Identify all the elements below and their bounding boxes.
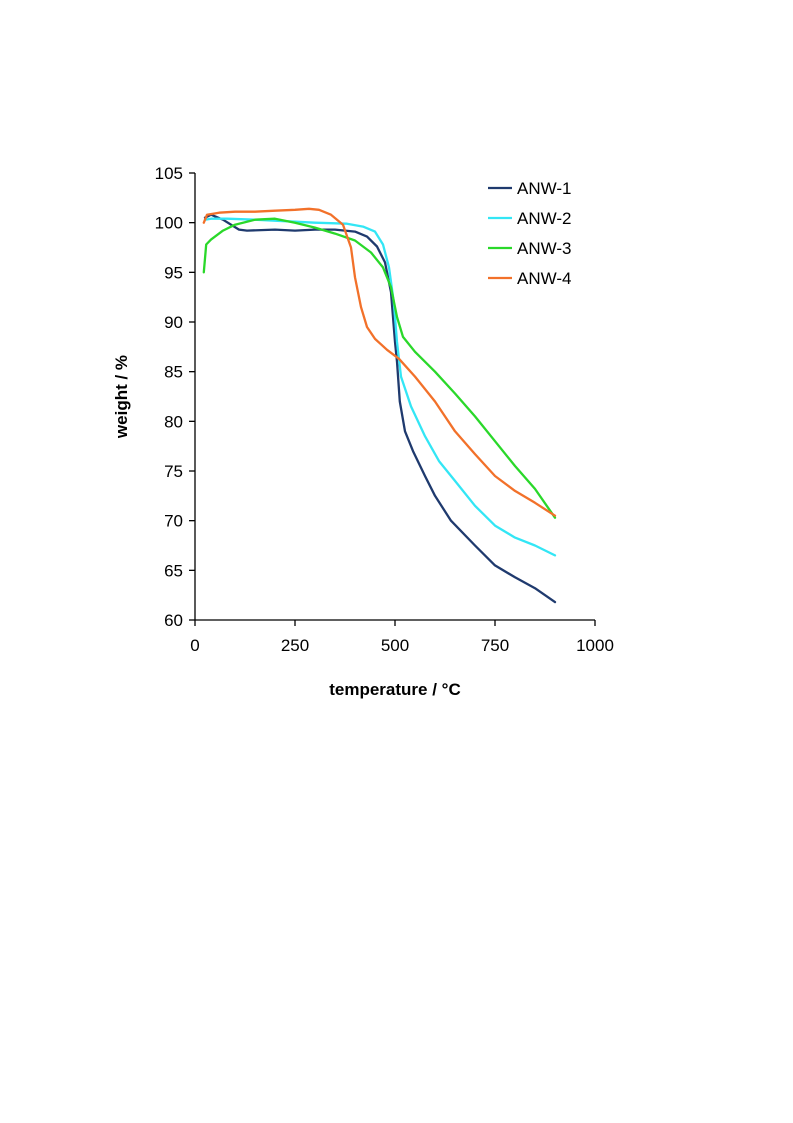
plot-area: 60 65 70 75 80 85 90 95 100 105 0 250 500 750 1000 [155,164,614,655]
x-axis-title: temperature / °C [329,680,461,699]
series-line-anw-4 [202,207,557,517]
y-tick-label: 90 [164,313,183,332]
y-tick-label: 70 [164,512,183,531]
y-axis-title: weight / % [112,355,131,439]
series-line-anw-1 [203,213,557,604]
y-tick-label: 85 [164,363,183,382]
series-line-anw-2 [203,217,557,557]
x-tick-label: 750 [481,636,509,655]
y-tick-label: 60 [164,611,183,630]
y-tick-label: 65 [164,561,183,580]
y-tick-label: 105 [155,164,183,183]
x-tick-label: 500 [381,636,409,655]
x-ticks: 0 250 500 750 1000 [190,620,614,655]
legend-label: ANW-2 [517,209,571,228]
y-tick-label: 80 [164,412,183,431]
series-group [202,207,557,604]
legend-label: ANW-4 [517,269,571,288]
series-line-anw-3 [202,217,557,519]
legend-label: ANW-1 [517,179,571,198]
legend-label: ANW-3 [517,239,571,258]
y-ticks: 60 65 70 75 80 85 90 95 100 105 [155,164,195,630]
x-tick-label: 250 [281,636,309,655]
y-tick-label: 100 [155,214,183,233]
y-tick-label: 75 [164,462,183,481]
x-tick-label: 1000 [576,636,614,655]
x-tick-label: 0 [190,636,199,655]
y-tick-label: 95 [164,263,183,282]
legend: ANW-1 ANW-2 ANW-3 ANW-4 [488,179,571,288]
